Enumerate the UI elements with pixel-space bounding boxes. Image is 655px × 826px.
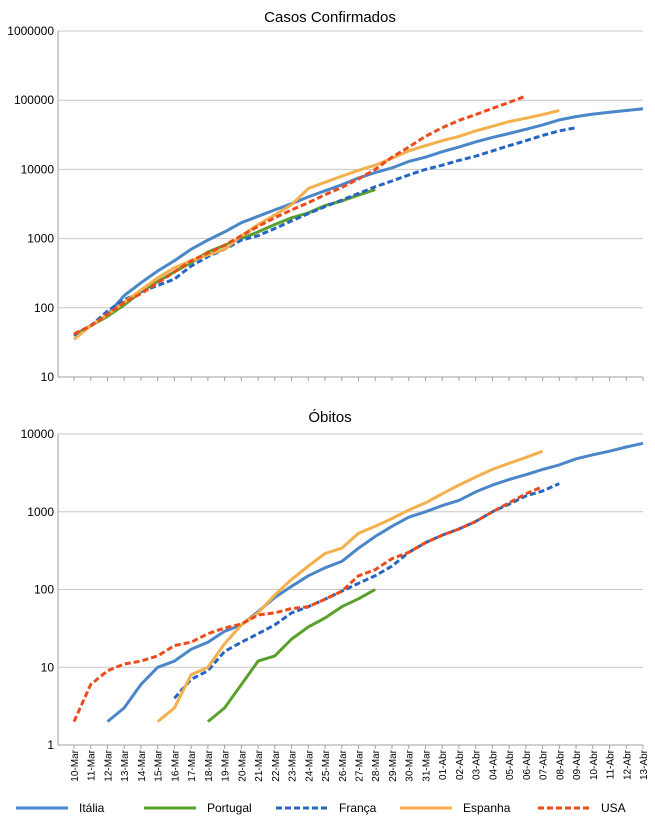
y-tick-label: 10 — [41, 660, 55, 674]
x-tick-label: 07-Abr — [539, 749, 550, 780]
x-tick-label: 11-Abr — [606, 749, 617, 779]
y-tick-label: 10000 — [21, 162, 55, 176]
x-tick-label: 12-Mar — [103, 749, 114, 781]
x-tick-label: 01-Abr — [438, 749, 449, 780]
x-tick-label: 21-Mar — [254, 749, 265, 781]
x-tick-label: 19-Mar — [221, 749, 232, 781]
x-tick-label: 15-Mar — [154, 749, 165, 781]
x-tick-label: 03-Abr — [472, 749, 483, 780]
deaths-chart: 1 10 100 1000 10000 — [21, 427, 644, 752]
x-tick-label: 20-Mar — [237, 749, 248, 781]
x-tick-label: 05-Abr — [505, 749, 516, 780]
y-tick-label: 1000 — [27, 505, 54, 519]
legend-label-franca: França — [339, 801, 377, 815]
legend: Itália Portugal França Espanha USA — [16, 801, 626, 815]
x-tick-label: 16-Mar — [170, 749, 181, 781]
series-line-espanha — [156, 449, 544, 723]
series-line-portugal — [206, 588, 376, 723]
series-line-espanha — [73, 109, 560, 341]
series-line-franca — [73, 126, 577, 337]
x-tick-label: 28-Mar — [371, 749, 382, 781]
x-tick-label: 18-Mar — [204, 749, 215, 781]
x-tick-label: 10-Mar — [70, 749, 81, 781]
y-tick-label: 10000 — [21, 427, 55, 441]
x-tick-label: 11-Mar — [87, 749, 98, 781]
chart-title-deaths: Óbitos — [308, 409, 351, 426]
legend-label-portugal: Portugal — [207, 801, 252, 815]
x-tick-label: 23-Mar — [288, 749, 299, 781]
chart-title-cases: Casos Confirmados — [264, 9, 396, 26]
x-tick-label: 31-Mar — [421, 749, 432, 781]
series-line-italia — [106, 441, 644, 723]
x-tick-label: 26-Mar — [338, 749, 349, 781]
y-tick-label: 100 — [34, 301, 54, 315]
series-line-italia — [73, 107, 644, 337]
x-tick-label: 29-Mar — [388, 749, 399, 781]
x-tick-label: 14-Mar — [137, 749, 148, 781]
cases-chart: 10 100 1000 10000 100000 1000000 — [7, 24, 644, 384]
y-tick-label: 10 — [41, 370, 55, 384]
x-tick-label: 22-Mar — [271, 749, 282, 781]
y-tick-label: 1000000 — [7, 24, 54, 38]
series-line-portugal — [73, 188, 376, 337]
x-tick-label: 10-Abr — [589, 749, 600, 780]
y-tick-label: 1000 — [27, 232, 54, 246]
x-tick-label: 02-Abr — [455, 749, 466, 780]
y-tick-label: 100000 — [14, 93, 54, 107]
x-tick-label: 30-Mar — [405, 749, 416, 781]
x-tick-label: 17-Mar — [187, 749, 198, 781]
x-tick-label: 12-Abr — [622, 749, 633, 780]
legend-label-usa: USA — [601, 801, 626, 815]
x-tick-label: 13-Mar — [120, 749, 131, 781]
series-line-usa — [72, 485, 544, 723]
series-line-franca — [173, 482, 560, 700]
y-tick-label: 100 — [34, 583, 54, 597]
x-tick-label: 24-Mar — [304, 749, 315, 781]
x-tick-label: 25-Mar — [321, 749, 332, 781]
y-tick-label: 1 — [47, 738, 54, 752]
x-axis-dates: 10-Mar 11-Mar 12-Mar 13-Mar 14-Mar 15-Mar 16-M… — [70, 749, 650, 781]
x-tick-label: 04-Abr — [488, 749, 499, 780]
x-tick-label: 08-Abr — [555, 749, 566, 780]
x-tick-label: 27-Mar — [355, 749, 366, 781]
x-tick-label: 13-Abr — [639, 749, 650, 780]
legend-label-italia: Itália — [79, 801, 105, 815]
x-tick-label: 09-Abr — [572, 749, 583, 780]
series-line-usa — [73, 94, 527, 336]
legend-label-espanha: Espanha — [463, 801, 511, 815]
x-tick-label: 06-Abr — [522, 749, 533, 780]
